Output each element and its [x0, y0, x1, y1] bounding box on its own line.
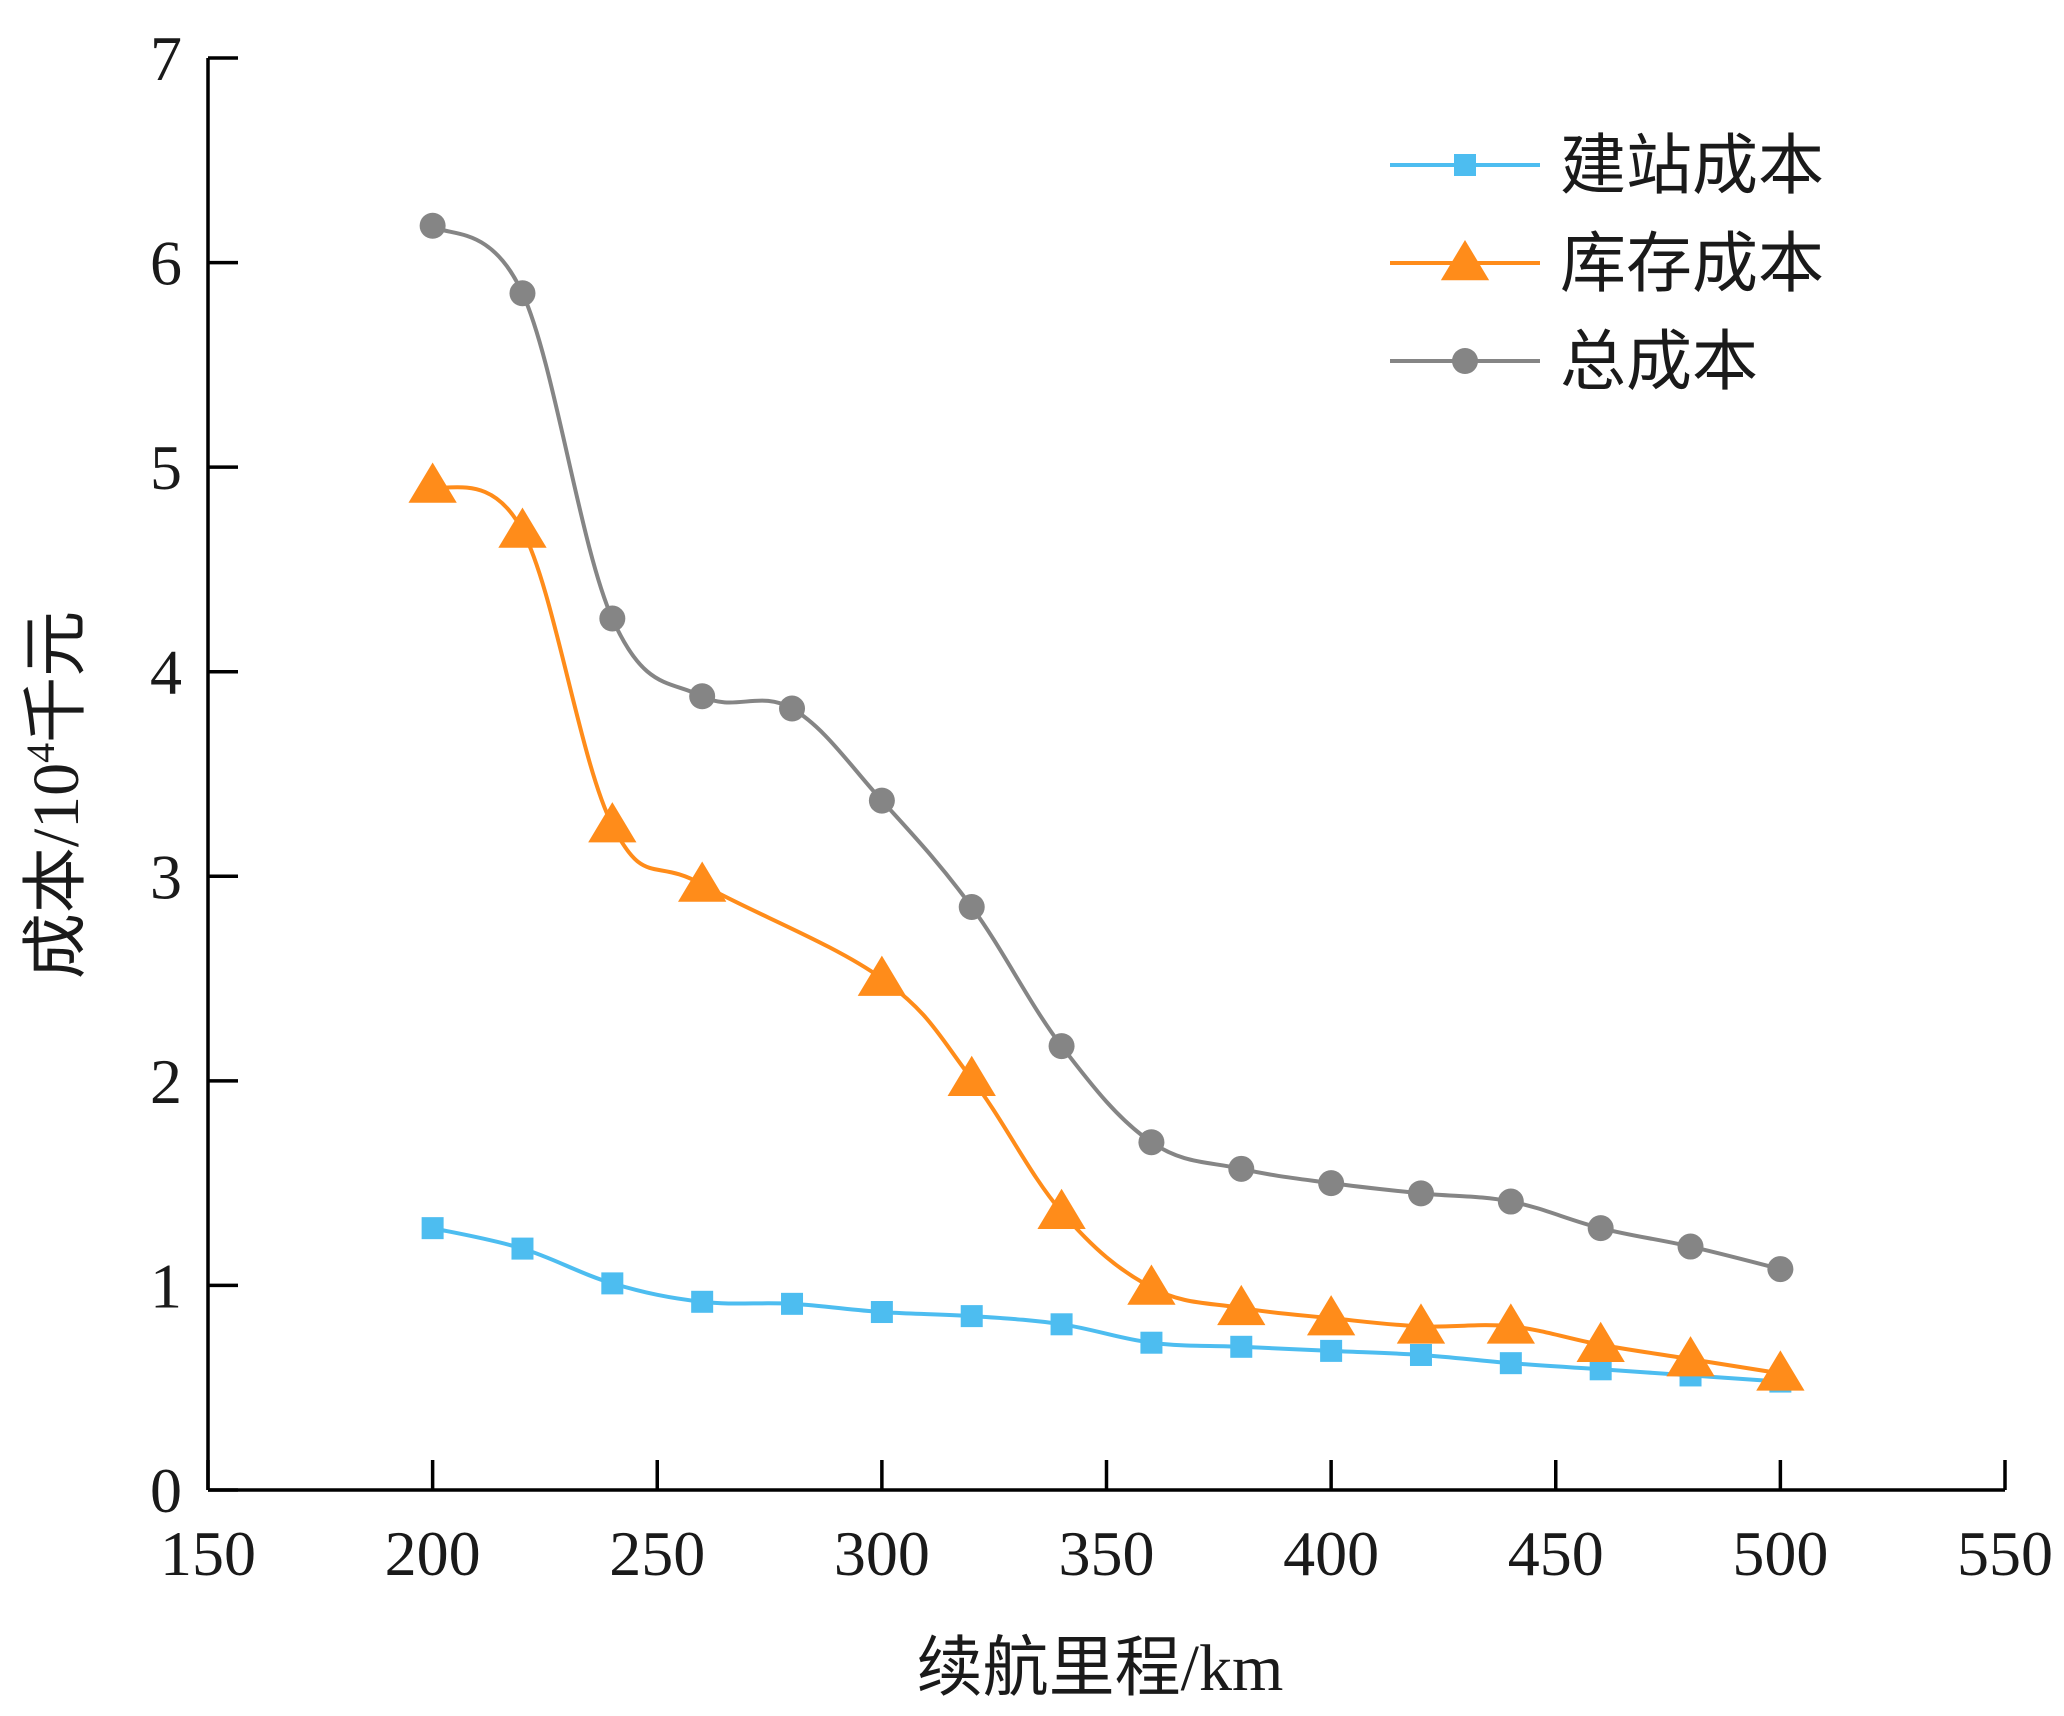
- data-point: [1217, 1284, 1266, 1326]
- data-point: [857, 955, 907, 996]
- legend-marker: [1440, 240, 1490, 281]
- data-point: [1407, 1180, 1434, 1207]
- data-point: [1318, 1170, 1345, 1197]
- data-point: [1756, 1350, 1805, 1391]
- data-point: [419, 212, 446, 239]
- legend-entry: 建站成本: [1390, 130, 1824, 203]
- data-point: [1320, 1339, 1343, 1362]
- data-point: [1396, 1303, 1446, 1344]
- data-point: [1140, 1331, 1163, 1354]
- y-tick-label: 6: [150, 228, 182, 299]
- x-tick-label: 450: [1508, 1518, 1604, 1589]
- data-point: [1666, 1336, 1715, 1377]
- legend-entry: 总成本: [1390, 326, 1758, 399]
- series-line: [432, 1226, 1781, 1384]
- x-tick-label: 300: [834, 1518, 930, 1589]
- x-tick-label: 200: [385, 1518, 481, 1589]
- x-tick-label: 150: [160, 1518, 256, 1589]
- data-point: [781, 1292, 804, 1315]
- data-point: [1589, 1358, 1612, 1381]
- series-triangle: [408, 462, 1805, 1391]
- series-square: [421, 1217, 1792, 1393]
- data-point: [1677, 1233, 1704, 1260]
- data-point: [1587, 1215, 1614, 1242]
- data-point: [960, 1305, 983, 1328]
- data-point: [601, 1272, 624, 1295]
- data-point: [498, 507, 547, 548]
- data-point: [689, 683, 716, 710]
- data-point: [870, 1301, 893, 1324]
- data-point: [599, 605, 626, 632]
- legend-label: 建站成本: [1560, 130, 1824, 203]
- y-tick-label: 3: [150, 841, 182, 912]
- data-point: [408, 462, 457, 503]
- data-point: [1409, 1343, 1432, 1366]
- axes: 0 1 2 3 4 5 6 7 150 200 250 300 350 400 450 500 550: [150, 23, 2053, 1589]
- y-tick-label: 0: [150, 1455, 182, 1526]
- x-tick-label: 500: [1732, 1518, 1828, 1589]
- data-point: [1576, 1321, 1625, 1363]
- y-tick-label: 5: [150, 432, 182, 503]
- data-point: [678, 861, 727, 902]
- data-point: [958, 893, 985, 920]
- legend-entry: 库存成本: [1390, 228, 1824, 301]
- x-axis-title: 续航里程/km: [917, 1632, 1284, 1705]
- y-tick-label: 4: [150, 637, 182, 708]
- data-point: [1499, 1352, 1522, 1375]
- data-point: [947, 1055, 996, 1097]
- x-tick-label: 550: [1957, 1518, 2053, 1589]
- x-tick-label: 350: [1059, 1518, 1155, 1589]
- plot-area: [408, 212, 1805, 1393]
- y-axis-title-exponent: 4: [18, 743, 63, 763]
- y-tick-label: 7: [150, 23, 182, 94]
- data-point: [1486, 1303, 1535, 1344]
- data-point: [1306, 1295, 1356, 1336]
- data-point: [868, 787, 895, 814]
- y-axis-title: 成本/104千元: [18, 611, 93, 979]
- data-point: [1127, 1264, 1176, 1305]
- series-line: [431, 483, 1781, 1376]
- legend-label: 总成本: [1560, 326, 1758, 399]
- data-point: [779, 695, 806, 722]
- legend-marker: [1454, 154, 1476, 176]
- data-point: [1767, 1256, 1794, 1283]
- y-axis-title-unit: 千元: [20, 611, 93, 743]
- data-point: [421, 1217, 444, 1240]
- data-point: [588, 802, 637, 843]
- data-point: [1497, 1188, 1524, 1215]
- data-point: [1138, 1129, 1165, 1156]
- data-point: [1037, 1188, 1086, 1230]
- legend-marker: [1452, 348, 1478, 374]
- y-axis-title-main: 成本/10: [20, 763, 93, 979]
- x-tick-label: 250: [609, 1518, 705, 1589]
- data-point: [1228, 1155, 1255, 1182]
- x-tick-label: 400: [1283, 1518, 1379, 1589]
- data-point: [691, 1290, 714, 1313]
- y-tick-label: 1: [150, 1250, 182, 1321]
- legend-label: 库存成本: [1560, 228, 1824, 301]
- data-point: [1230, 1335, 1253, 1358]
- data-point: [1048, 1033, 1075, 1060]
- data-point: [511, 1237, 534, 1260]
- data-point: [1050, 1313, 1073, 1336]
- data-point: [509, 280, 536, 307]
- y-tick-label: 2: [150, 1046, 182, 1117]
- series-circle: [419, 212, 1794, 1283]
